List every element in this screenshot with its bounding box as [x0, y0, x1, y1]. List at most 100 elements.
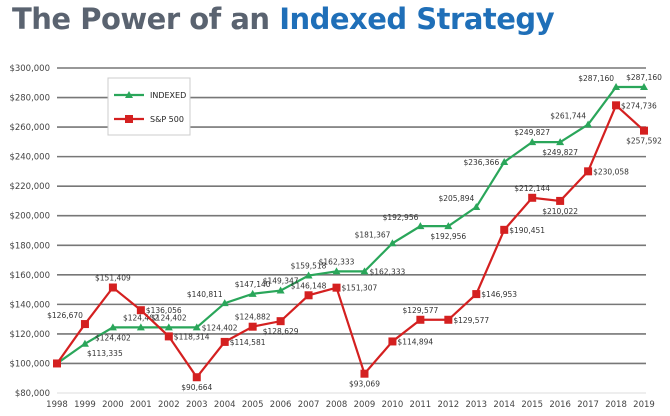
data-point-square — [220, 337, 229, 346]
data-label: $93,069 — [349, 380, 380, 389]
x-tick-label: 2000 — [102, 400, 124, 410]
data-label: $162,333 — [369, 267, 405, 276]
data-label: $205,894 — [438, 194, 474, 203]
data-point-triangle — [360, 267, 369, 275]
y-tick-label: $200,000 — [9, 212, 50, 222]
data-point-square — [360, 369, 369, 378]
x-tick-label: 2002 — [158, 400, 180, 410]
y-tick-label: $120,000 — [9, 330, 50, 340]
data-label: $274,736 — [621, 101, 657, 110]
data-point-square — [80, 320, 89, 329]
data-point-square — [304, 291, 313, 300]
data-point-square — [416, 315, 425, 324]
series-line-sp500 — [56, 103, 645, 380]
data-point-square — [192, 373, 201, 382]
data-label: $257,592 — [626, 137, 662, 146]
data-label: $146,148 — [291, 281, 327, 290]
x-tick-label: 2005 — [242, 400, 264, 410]
data-point-triangle — [248, 289, 257, 297]
y-tick-label: $260,000 — [9, 123, 50, 133]
y-tick-label: $100,000 — [9, 359, 50, 369]
x-tick-label: 2008 — [326, 400, 348, 410]
data-point-square — [53, 359, 61, 368]
y-tick-label: $180,000 — [9, 241, 50, 251]
data-point-square — [444, 315, 453, 324]
y-tick-label: $280,000 — [9, 94, 50, 104]
data-label: $151,409 — [95, 274, 131, 283]
legend-label: S&P 500 — [150, 115, 184, 124]
y-tick-label: $160,000 — [9, 271, 50, 281]
data-label: $124,402 — [95, 333, 131, 342]
data-label: $210,022 — [542, 207, 578, 216]
x-tick-label: 2017 — [577, 400, 599, 410]
data-label: $114,894 — [397, 337, 433, 346]
data-label: $230,058 — [593, 167, 629, 176]
data-point-triangle — [444, 222, 453, 230]
data-label: $129,577 — [453, 316, 489, 325]
data-point-triangle — [164, 323, 173, 331]
y-tick-label: $300,000 — [9, 64, 50, 74]
x-tick-label: 1999 — [74, 400, 96, 410]
data-point-triangle — [584, 120, 593, 128]
data-point-triangle — [136, 323, 145, 331]
x-tick-label: 2018 — [605, 400, 627, 410]
x-tick-label: 2006 — [270, 400, 292, 410]
data-label: $149,347 — [263, 277, 299, 286]
data-point-triangle — [500, 158, 509, 166]
data-label: $181,367 — [355, 230, 391, 239]
data-label: $212,144 — [514, 184, 550, 193]
x-tick-label: 2019 — [633, 400, 655, 410]
data-point-triangle — [472, 203, 481, 211]
data-point-square — [164, 332, 173, 341]
data-label: $287,160 — [626, 73, 662, 82]
data-point-square — [248, 322, 257, 331]
data-point-square — [332, 283, 341, 292]
x-tick-label: 2009 — [354, 400, 376, 410]
y-tick-label: $220,000 — [9, 182, 50, 192]
data-point-square — [108, 283, 117, 292]
data-label: $128,629 — [263, 327, 299, 336]
data-label: $190,451 — [509, 226, 545, 235]
data-point-square — [500, 225, 509, 234]
legend-triangle-marker — [125, 91, 133, 98]
x-tick-label: 2011 — [410, 400, 432, 410]
data-point-triangle — [388, 239, 397, 247]
data-point-triangle — [80, 339, 89, 347]
y-tick-label: $240,000 — [9, 153, 50, 163]
data-point-square — [556, 196, 565, 205]
data-label: $114,581 — [230, 338, 266, 347]
data-label: $151,307 — [342, 284, 378, 293]
data-label: $147,140 — [235, 280, 271, 289]
x-tick-label: 2015 — [521, 400, 543, 410]
x-tick-label: 2013 — [465, 400, 487, 410]
data-label: $113,335 — [87, 349, 123, 358]
data-point-square — [276, 317, 285, 326]
series-line-indexed — [56, 85, 644, 365]
legend-label: INDEXED — [150, 91, 186, 100]
x-tick-label: 2014 — [493, 400, 515, 410]
data-label: $146,953 — [481, 290, 517, 299]
legend-box — [107, 77, 191, 136]
data-label: $124,402 — [123, 313, 159, 322]
data-label: $249,827 — [514, 128, 550, 137]
data-label: $249,827 — [542, 148, 578, 157]
data-point-square — [388, 337, 397, 346]
data-label: $124,402 — [202, 323, 238, 332]
data-label: $162,333 — [319, 257, 355, 266]
x-tick-label: 2010 — [382, 400, 404, 410]
x-tick-label: 1998 — [46, 400, 68, 410]
data-point-triangle — [220, 299, 229, 307]
data-label: $124,402 — [151, 313, 187, 322]
data-label: $124,882 — [235, 313, 271, 322]
data-point-square — [584, 167, 593, 176]
x-tick-label: 2007 — [298, 400, 320, 410]
data-label: $136,056 — [146, 306, 182, 315]
data-point-triangle — [528, 138, 537, 146]
data-point-square — [640, 126, 648, 135]
chart-title: The Power of an Indexed Strategy — [12, 2, 555, 36]
x-tick-label: 2012 — [438, 400, 460, 410]
x-tick-label: 2003 — [186, 400, 208, 410]
x-tick-label: 2016 — [549, 400, 571, 410]
data-label: $261,744 — [550, 112, 586, 121]
